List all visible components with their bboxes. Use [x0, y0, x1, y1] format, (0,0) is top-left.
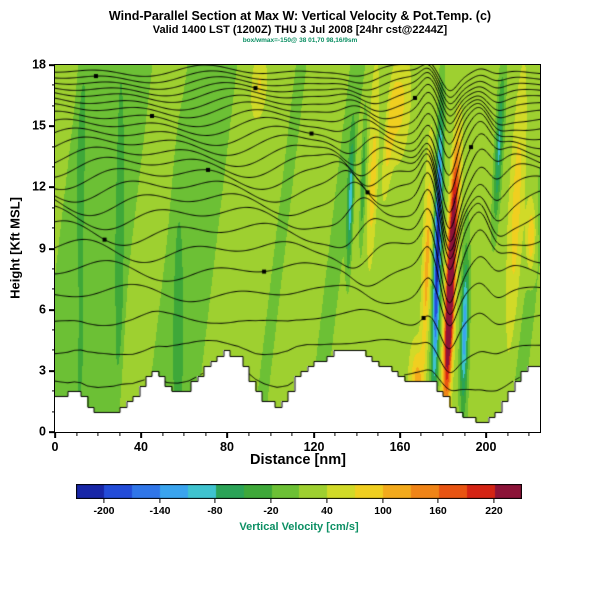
- y-axis-minor-tick: [51, 84, 55, 86]
- y-axis-minor-tick: [51, 411, 55, 413]
- y-axis-tick: [49, 64, 55, 66]
- x-axis-tick: [485, 432, 487, 438]
- x-axis-tick-label: 200: [475, 440, 497, 454]
- x-axis-label: Distance [nm]: [250, 452, 346, 468]
- colorbar-tick: [382, 499, 384, 503]
- y-axis-tick: [49, 248, 55, 250]
- x-axis-minor-tick: [270, 432, 272, 436]
- y-axis-minor-tick: [51, 349, 55, 351]
- colorbar-tick: [437, 499, 439, 503]
- x-axis-tick: [313, 432, 315, 438]
- y-axis-tick: [49, 309, 55, 311]
- chart-title: Wind-Parallel Section at Max W: Vertical…: [108, 9, 492, 23]
- y-axis-minor-tick: [51, 390, 55, 392]
- y-axis-tick: [49, 125, 55, 127]
- colorbar-tick-label: 100: [374, 505, 392, 517]
- colorbar-tick: [326, 499, 328, 503]
- y-axis-minor-tick: [51, 207, 55, 209]
- x-axis-tick: [226, 432, 228, 438]
- y-axis-minor-tick: [51, 105, 55, 107]
- x-axis-minor-tick: [119, 432, 121, 436]
- x-axis-minor-tick: [528, 432, 530, 436]
- y-axis-tick-label: 6: [39, 302, 46, 317]
- y-axis-minor-tick: [51, 329, 55, 331]
- x-axis-minor-tick: [205, 432, 207, 436]
- y-axis-tick: [49, 370, 55, 372]
- colorbar-tick: [493, 499, 495, 503]
- x-axis-minor-tick: [356, 432, 358, 436]
- x-axis-tick: [140, 432, 142, 438]
- chart-info-line: box/wmax=-150@ 38 01,70 98,16/9sm: [242, 37, 358, 44]
- colorbar-tick-label: 40: [321, 505, 333, 517]
- colorbar-tick: [214, 499, 216, 503]
- x-axis-minor-tick: [507, 432, 509, 436]
- y-axis-tick-label: 0: [39, 424, 46, 439]
- colorbar-canvas: [76, 484, 522, 499]
- colorbar-tick-label: -20: [263, 505, 279, 517]
- y-axis-tick: [49, 186, 55, 188]
- x-axis-tick-label: 0: [51, 440, 59, 454]
- y-axis-tick-label: 12: [32, 179, 46, 194]
- colorbar-label: Vertical Velocity [cm/s]: [239, 521, 359, 533]
- y-axis-tick-label: 9: [39, 241, 46, 256]
- x-axis-minor-tick: [464, 432, 466, 436]
- x-axis-tick: [54, 432, 56, 438]
- plot-area: 0 40 80 120 160 200 0 3 6 9 12 15 18: [32, 58, 541, 454]
- colorbar-tick: [159, 499, 161, 503]
- colorbar-tick-label: -200: [93, 505, 115, 517]
- colorbar-tick-label: 220: [485, 505, 503, 517]
- y-axis-label: Height [Kft MSL]: [7, 197, 23, 299]
- x-axis-tick-label: 160: [389, 440, 411, 454]
- x-axis-tick-label: 40: [134, 440, 148, 454]
- colorbar-tick-label: -140: [149, 505, 171, 517]
- colorbar: -200 -140 -80 -20 40 100 160 220: [76, 484, 522, 517]
- y-axis-minor-tick: [51, 166, 55, 168]
- y-axis-tick-label: 3: [39, 363, 46, 378]
- x-axis-minor-tick: [76, 432, 78, 436]
- y-axis-minor-tick: [51, 288, 55, 290]
- y-axis-minor-tick: [51, 268, 55, 270]
- x-axis-minor-tick: [97, 432, 99, 436]
- y-axis-tick-label: 15: [32, 118, 46, 133]
- section-heatmap-canvas: [55, 65, 540, 432]
- x-axis-minor-tick: [334, 432, 336, 436]
- chart-subtitle: Valid 1400 LST (1200Z) THU 3 Jul 2008 [2…: [152, 24, 448, 36]
- colorbar-tick-label: 160: [429, 505, 447, 517]
- x-axis-minor-tick: [420, 432, 422, 436]
- y-axis-tick: [49, 431, 55, 433]
- y-axis-minor-tick: [51, 227, 55, 229]
- x-axis-minor-tick: [291, 432, 293, 436]
- x-axis-minor-tick: [442, 432, 444, 436]
- colorbar-tick: [270, 499, 272, 503]
- colorbar-tick: [103, 499, 105, 503]
- x-axis-tick-label: 120: [303, 440, 325, 454]
- x-axis-tick: [399, 432, 401, 438]
- x-axis-minor-tick: [377, 432, 379, 436]
- y-axis-minor-tick: [51, 146, 55, 148]
- colorbar-tick-label: -80: [207, 505, 223, 517]
- x-axis-minor-tick: [162, 432, 164, 436]
- x-axis-tick-label: 80: [220, 440, 234, 454]
- x-axis-minor-tick: [183, 432, 185, 436]
- y-axis-tick-label: 18: [32, 57, 46, 72]
- x-axis-minor-tick: [248, 432, 250, 436]
